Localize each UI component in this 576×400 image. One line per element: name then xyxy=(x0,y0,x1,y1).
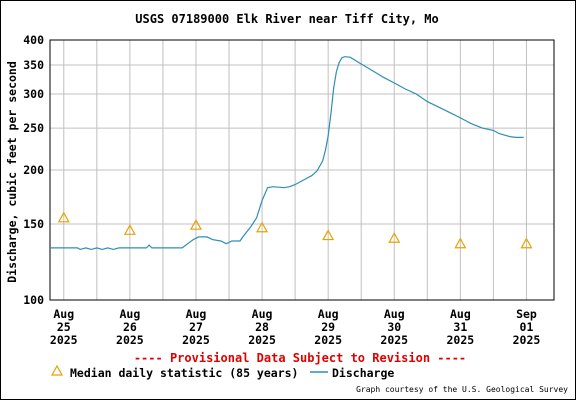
median-point xyxy=(454,237,467,249)
y-tick-label: 400 xyxy=(23,33,44,47)
y-axis-ticks: 100 150 200 250 300 350 400 xyxy=(23,33,44,307)
x-tick-label: Aug xyxy=(252,307,273,321)
legend-discharge-label: Discharge xyxy=(332,366,394,380)
x-tick-label: 2025 xyxy=(248,333,276,347)
x-tick-label: Aug xyxy=(119,307,140,321)
x-tick-label: Aug xyxy=(384,307,405,321)
y-axis-label: Discharge, cubic feet per second xyxy=(5,61,19,283)
x-tick-label: 30 xyxy=(387,320,401,334)
y-tick-label: 300 xyxy=(23,87,44,101)
y-tick-label: 250 xyxy=(23,121,44,135)
median-point xyxy=(520,237,533,249)
chart-title: USGS 07189000 Elk River near Tiff City, … xyxy=(135,12,438,26)
y-tick-label: 200 xyxy=(23,163,44,177)
x-tick-label: 2025 xyxy=(314,333,342,347)
median-point xyxy=(256,221,269,233)
x-tick-label: Aug xyxy=(318,307,339,321)
median-markers xyxy=(57,211,533,249)
median-point xyxy=(123,224,136,235)
median-point xyxy=(322,229,335,241)
grid-lines xyxy=(50,40,554,300)
x-tick-label: 28 xyxy=(255,320,269,334)
median-point xyxy=(57,211,70,223)
y-tick-label: 350 xyxy=(23,58,44,72)
legend-median-label: Median daily statistic (85 years) xyxy=(70,366,298,380)
x-tick-label: 2025 xyxy=(116,333,144,347)
x-tick-label: Aug xyxy=(53,307,74,321)
provisional-notice: ---- Provisional Data Subject to Revisio… xyxy=(134,351,466,365)
discharge-series-line xyxy=(50,56,524,251)
x-tick-label: 26 xyxy=(123,320,137,334)
plot-area-border xyxy=(49,39,555,301)
x-axis-ticks: Aug252025Aug262025Aug272025Aug282025Aug2… xyxy=(50,307,540,347)
x-tick-label: 2025 xyxy=(50,333,78,347)
y-tick-label: 100 xyxy=(23,293,44,307)
x-tick-label: 2025 xyxy=(447,333,475,347)
legend-median-marker xyxy=(50,364,64,376)
x-tick-label: Aug xyxy=(186,307,207,321)
median-point xyxy=(189,218,202,230)
x-tick-label: 25 xyxy=(57,320,71,334)
x-tick-label: Sep xyxy=(516,307,537,321)
x-tick-label: 2025 xyxy=(513,333,541,347)
credit-text: Graph courtesy of the U.S. Geological Su… xyxy=(356,385,568,394)
x-tick-label: 2025 xyxy=(182,333,210,347)
x-tick-label: 29 xyxy=(321,320,335,334)
x-tick-label: 27 xyxy=(189,320,203,334)
x-tick-label: 31 xyxy=(453,320,467,334)
median-point xyxy=(388,232,401,243)
x-tick-label: 01 xyxy=(520,320,534,334)
y-tick-label: 150 xyxy=(23,217,44,231)
x-tick-label: 2025 xyxy=(380,333,408,347)
x-tick-label: Aug xyxy=(450,307,471,321)
